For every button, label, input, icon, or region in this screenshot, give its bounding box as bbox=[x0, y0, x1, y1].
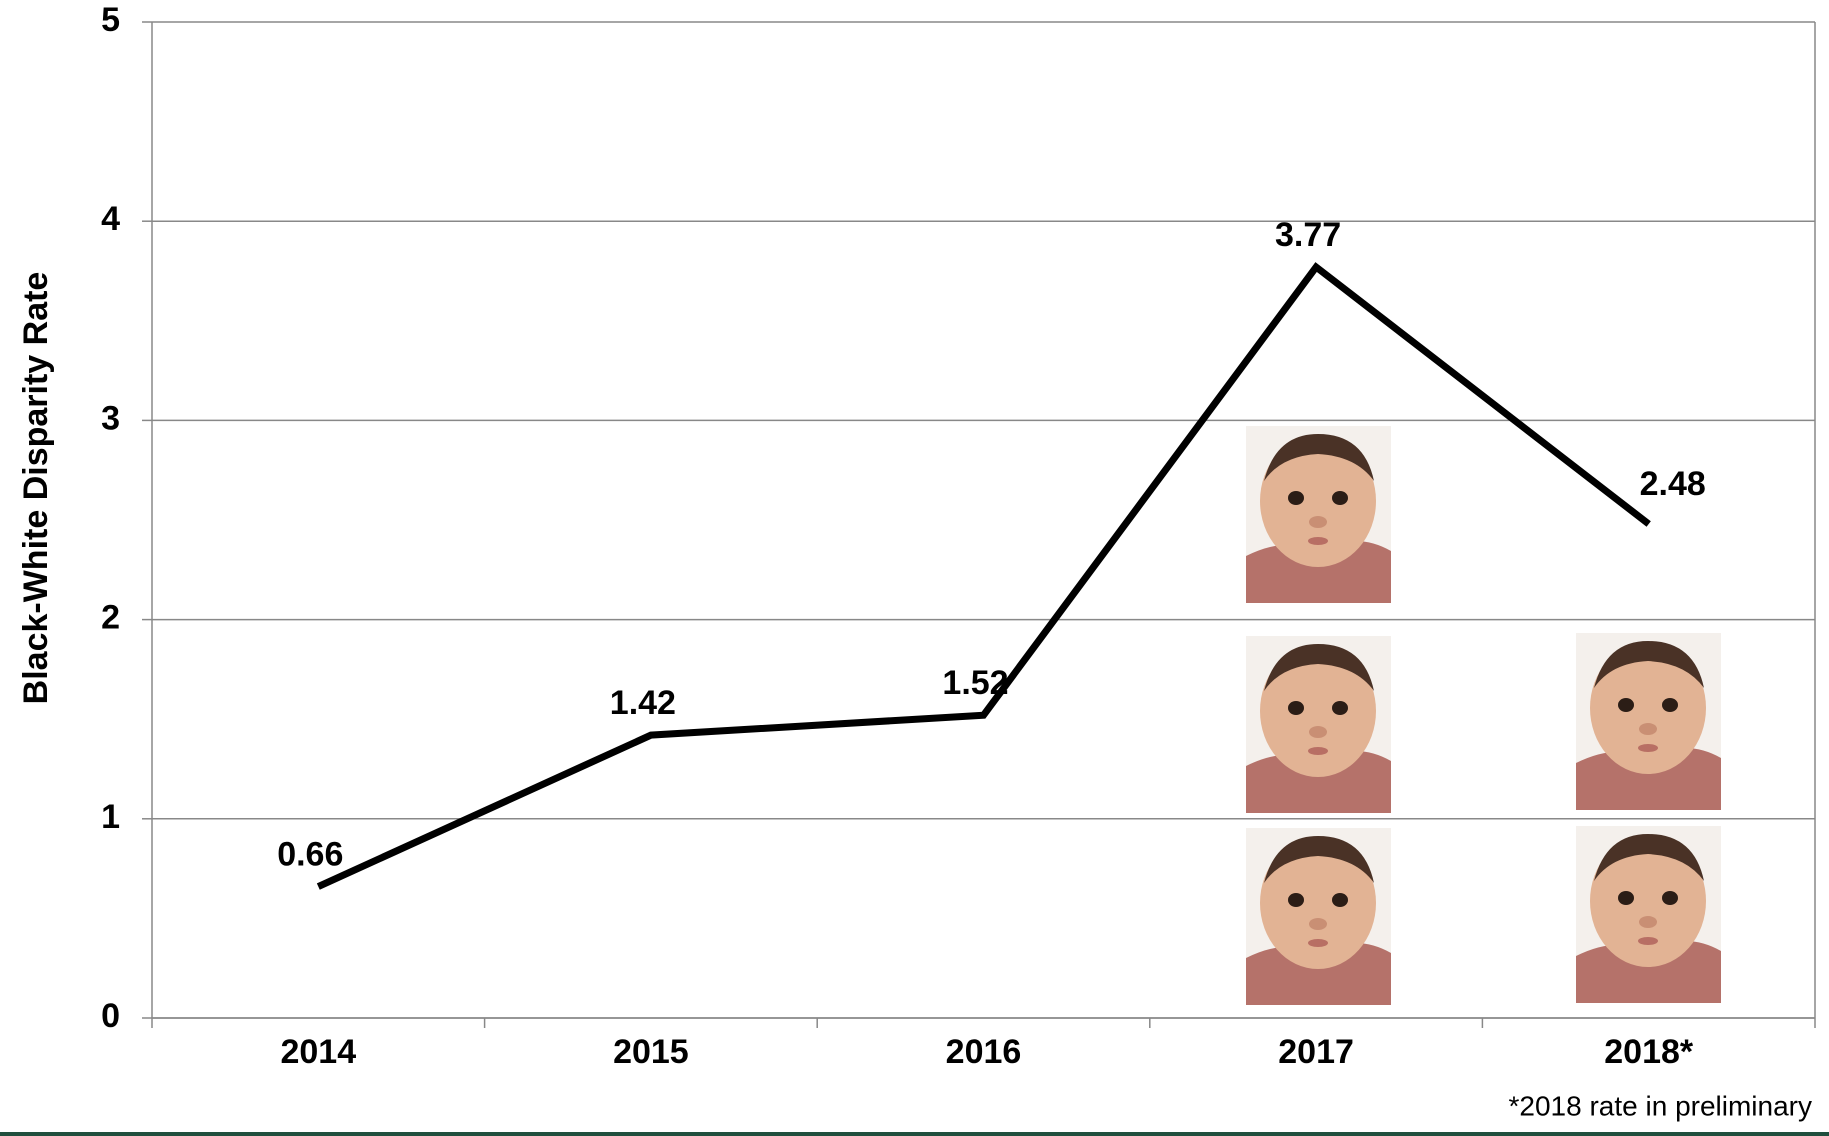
y-tick-label: 3 bbox=[101, 399, 120, 437]
data-label: 0.66 bbox=[277, 836, 343, 874]
y-tick-label: 0 bbox=[101, 997, 120, 1035]
photo bbox=[1246, 426, 1391, 603]
decorative-photos bbox=[1246, 426, 1721, 1005]
data-label: 1.42 bbox=[610, 684, 676, 722]
data-label: 1.52 bbox=[942, 664, 1008, 702]
photo bbox=[1576, 633, 1721, 810]
x-tick-label: 2018* bbox=[1604, 1033, 1694, 1071]
x-tick-label: 2014 bbox=[280, 1033, 356, 1071]
photo bbox=[1246, 636, 1391, 813]
y-axis-label: Black-White Disparity Rate bbox=[17, 272, 55, 705]
y-tick-label: 1 bbox=[101, 798, 120, 836]
x-tick-label: 2017 bbox=[1278, 1033, 1354, 1071]
footnote: *2018 rate in preliminary bbox=[1509, 1090, 1813, 1121]
y-tick-label: 5 bbox=[101, 1, 120, 39]
x-tick-label: 2016 bbox=[946, 1033, 1022, 1071]
data-line bbox=[316, 262, 1651, 890]
x-tick-label: 2015 bbox=[613, 1033, 689, 1071]
data-label: 2.48 bbox=[1640, 465, 1706, 503]
y-tick-label: 2 bbox=[101, 599, 120, 637]
photo bbox=[1246, 828, 1391, 1005]
photo bbox=[1576, 826, 1721, 1003]
data-label: 3.77 bbox=[1275, 216, 1341, 254]
y-tick-label: 4 bbox=[101, 200, 120, 238]
